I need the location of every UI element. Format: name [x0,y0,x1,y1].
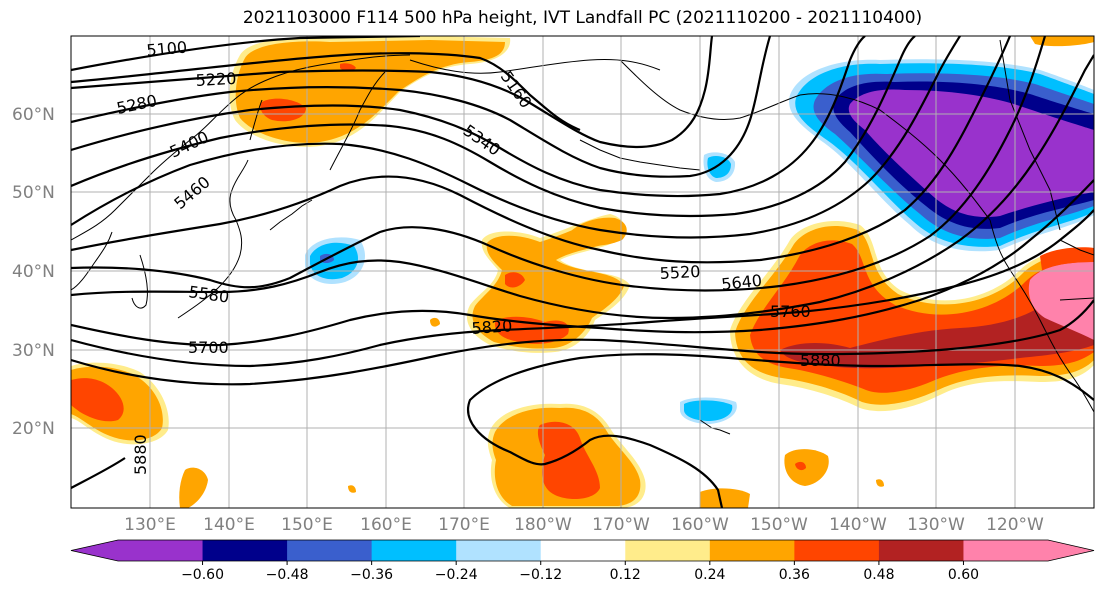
colorbar-tick-label: −0.36 [350,567,393,583]
lon-label: 170°W [592,515,650,535]
contour-5760 [71,209,1094,368]
lon-label: 130°E [124,515,176,535]
colorbar-segment [794,540,880,561]
colorbar-segment [456,540,542,561]
lon-label: 160°W [671,515,729,535]
lon-label: 170°E [438,515,490,535]
lat-label: 50°N [12,183,55,203]
lon-label: 120°W [986,515,1044,535]
colorbar-tick-label: 0.12 [610,567,641,583]
colorbar-segment [202,540,288,561]
contour-label-5100: 5100 [146,38,188,60]
contour-5880-west [71,457,126,489]
contour-label-5880-west: 5880 [131,434,150,475]
colorbar-tick-label: −0.24 [435,567,478,583]
contour-5220 [71,36,714,149]
lon-labels: 130°E 140°E 150°E 160°E 170°E 180°W 170°… [124,515,1044,535]
contour-label-5520: 5520 [659,262,701,283]
contour-label-5700: 5700 [188,338,229,357]
contour-5820 [71,299,1094,386]
contour-label-5640: 5640 [720,271,762,294]
lon-label: 130°W [907,515,965,535]
lat-label: 30°N [12,341,55,361]
contour-5280 [71,36,772,178]
contour-5880 [467,353,1094,508]
shade-west [71,217,627,508]
contour-label-5220: 5220 [195,69,237,90]
contour-5580 [71,36,1047,292]
colorbar-segment [287,540,373,561]
colorbar-tick-label: 0.36 [779,567,810,583]
colorbar-segment [371,540,457,561]
colorbar-segment [118,540,204,561]
contour-label-5820: 5820 [471,316,513,338]
contour-5700 [71,179,1094,347]
lon-label: 150°W [750,515,808,535]
lat-label: 20°N [12,419,55,439]
contour-5460 [71,36,961,239]
colorbar-extend-low [71,540,118,561]
lon-label: 160°E [360,515,412,535]
colorbar-tick-label: −0.48 [266,567,309,583]
contour-5340 [71,36,866,198]
graticule [71,36,1094,508]
contour-label-5760: 5760 [770,302,811,321]
colorbar-tick-label: 0.60 [948,567,979,583]
colorbar-segment [878,540,964,561]
colorbar-segment [963,540,1049,561]
lat-label: 60°N [12,105,55,125]
colorbar-segment [709,540,795,561]
lat-label: 40°N [12,262,55,282]
contour-5100 [71,36,421,72]
colorbar-outline [70,539,1095,562]
map-frame [70,35,1095,509]
map-title: 2021103000 F114 500 hPa height, IVT Land… [242,8,923,28]
colorbar-extend-high [1048,540,1094,561]
lat-labels: 60°N 50°N 40°N 30°N 20°N [12,105,55,439]
colorbar-tick-label: −0.12 [519,567,562,583]
colorbar-tick-label: −0.60 [181,567,224,583]
contour-5640 [71,54,1094,320]
lon-label: 140°W [829,515,887,535]
contour-5520 [71,36,1012,264]
colorbar-segment [625,540,711,561]
contour-5160 [71,52,581,132]
lon-label: 180°W [514,515,572,535]
colorbar: −0.60 −0.48 −0.36 −0.24 −0.12 0.12 0.24 0.36 0.4… [70,539,1095,583]
colorbar-segment [540,540,626,561]
contour-5400 [71,36,916,218]
lon-label: 140°E [203,515,255,535]
contour-label-5880-east: 5880 [800,351,841,370]
height-contours [71,36,1094,508]
colorbar-tick-label: 0.24 [694,567,725,583]
colorbar-tick-label: 0.48 [863,567,894,583]
lon-label: 150°E [281,515,333,535]
